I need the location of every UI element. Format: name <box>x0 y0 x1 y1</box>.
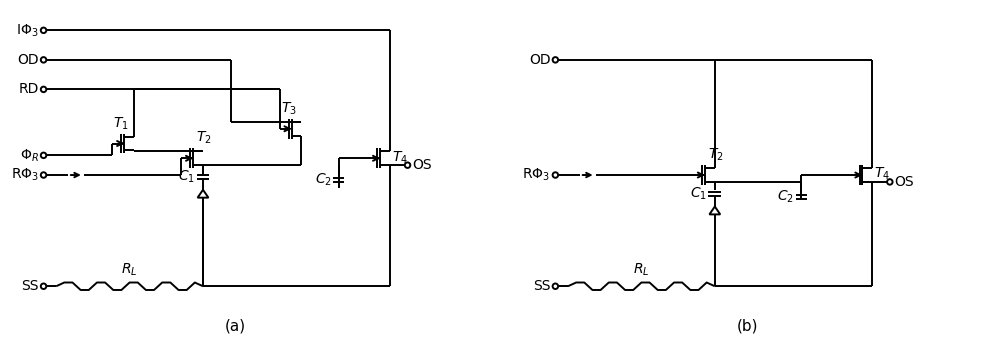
Text: $T_3$: $T_3$ <box>281 101 297 117</box>
Text: RD: RD <box>18 82 39 96</box>
Text: $R_L$: $R_L$ <box>633 262 650 279</box>
Text: $\mathit{\Phi}_R$: $\mathit{\Phi}_R$ <box>20 147 39 163</box>
Text: SS: SS <box>533 279 550 293</box>
Text: $C_2$: $C_2$ <box>315 172 331 188</box>
Text: R$\mathit{\Phi}_3$: R$\mathit{\Phi}_3$ <box>522 167 550 183</box>
Text: $C_1$: $C_1$ <box>690 186 706 202</box>
Text: OD: OD <box>17 53 39 67</box>
Text: OD: OD <box>529 53 550 67</box>
Text: $T_1$: $T_1$ <box>113 115 129 132</box>
Text: SS: SS <box>21 279 39 293</box>
Text: $T_2$: $T_2$ <box>708 147 724 163</box>
Text: I$\mathit{\Phi}_3$: I$\mathit{\Phi}_3$ <box>16 22 39 38</box>
Text: R$\mathit{\Phi}_3$: R$\mathit{\Phi}_3$ <box>11 167 39 183</box>
Text: (a): (a) <box>225 318 246 333</box>
Text: $T_2$: $T_2$ <box>196 130 212 146</box>
Text: $C_2$: $C_2$ <box>777 189 794 205</box>
Text: $T_4$: $T_4$ <box>874 166 890 182</box>
Text: $T_4$: $T_4$ <box>392 149 408 166</box>
Text: OS: OS <box>412 158 432 172</box>
Text: (b): (b) <box>737 318 758 333</box>
Text: $C_1$: $C_1$ <box>178 169 195 185</box>
Text: $R_L$: $R_L$ <box>121 262 138 279</box>
Text: OS: OS <box>895 175 914 189</box>
